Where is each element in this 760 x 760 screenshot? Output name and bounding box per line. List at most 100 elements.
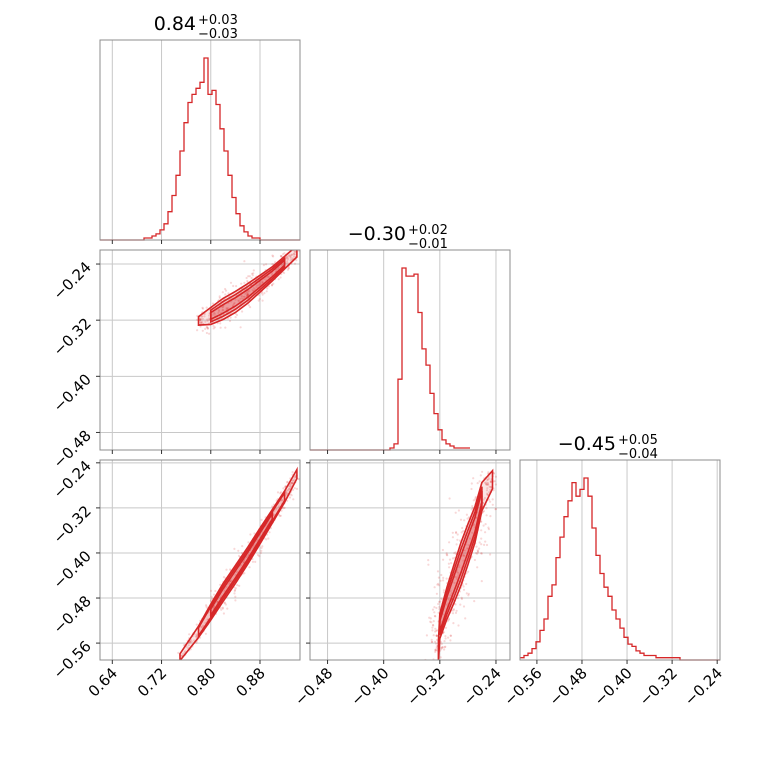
sample-point [245,295,248,298]
sample-point [435,634,438,637]
sample-point [246,554,249,557]
y-tick-label: −0.48 [50,592,95,637]
sample-point [284,491,288,494]
sample-point [286,268,289,271]
sample-point [286,258,290,261]
sample-point [447,636,450,639]
sample-point [486,481,489,484]
sample-point [245,291,248,294]
sample-point [222,576,226,579]
sample-point [247,304,250,307]
sample-point [489,553,492,556]
sample-point [435,645,438,648]
x-tick-label: −0.24 [460,664,505,709]
x-tick-label: −0.48 [546,664,591,709]
sample-point [257,283,261,286]
sample-point [297,477,300,480]
sample-point [476,551,479,554]
sample-point [201,307,205,310]
sample-point [221,606,224,609]
sample-point [205,331,208,335]
sample-point [451,531,454,534]
sample-point [228,582,231,585]
x-tick-label: −0.32 [636,664,681,709]
sample-point [265,290,268,293]
sample-point [261,281,264,284]
panel-title-2: −0.45 +0.05−0.04 [558,433,658,462]
sample-point [188,641,192,644]
correlation-content [196,244,300,335]
sample-point [291,481,294,484]
sample-point [252,287,255,290]
sample-point [294,253,297,256]
sample-point [286,481,289,484]
sample-point [225,307,228,310]
correlation-panel-1-0 [96,244,301,454]
sample-point [248,275,251,278]
sample-point [489,485,492,489]
sample-point [487,526,490,529]
sample-point [289,244,291,246]
sample-point [473,558,476,562]
sample-point [450,562,453,565]
sample-point [434,640,437,643]
sample-point [460,531,463,534]
sample-point [260,546,263,550]
sample-point [431,626,434,629]
sample-point [461,526,464,530]
sample-point [286,499,289,502]
sample-point [457,571,460,575]
sample-point [435,629,438,632]
sample-point [448,558,452,561]
sample-point [279,491,283,494]
sample-point [279,492,282,495]
sample-point [245,276,248,280]
sample-point [246,293,249,296]
sample-point [286,244,288,246]
sample-point [213,326,216,329]
sample-point [289,483,292,486]
sample-point [289,247,291,249]
sample-point [482,457,484,459]
sample-point [439,579,442,582]
sample-point [454,603,457,606]
sample-point [480,543,483,546]
sample-point [289,482,292,486]
sample-point [479,474,482,477]
contour-level-2 [210,510,274,619]
sample-point [442,591,445,594]
sample-point [466,547,469,550]
sample-point [425,634,428,637]
sample-point [484,482,488,486]
sample-point [266,287,269,290]
sample-point [223,602,226,605]
sample-point [293,250,296,254]
sample-point [241,310,244,313]
sample-point [457,594,460,597]
sample-point [436,583,439,586]
sample-point [439,656,442,659]
sample-point [246,279,249,283]
sample-point [254,560,257,564]
sample-point [432,634,435,637]
sample-point [289,254,292,257]
panel-title-1: −0.30 +0.02−0.01 [348,223,448,252]
sample-point [286,260,289,263]
sample-point [434,649,437,652]
sample-point [489,515,492,518]
sample-point [224,293,227,296]
panel-frame [99,249,301,451]
sample-point [446,554,449,557]
sample-point [440,642,443,646]
sample-point [250,276,253,280]
sample-point [483,543,486,547]
sample-point [196,318,199,321]
sample-point [480,580,483,583]
sample-point [435,606,438,610]
sample-point [452,622,455,625]
sample-point [463,554,466,557]
sample-point [252,269,255,272]
sample-point [271,263,274,266]
sample-point [472,499,475,502]
sample-point [493,480,496,483]
